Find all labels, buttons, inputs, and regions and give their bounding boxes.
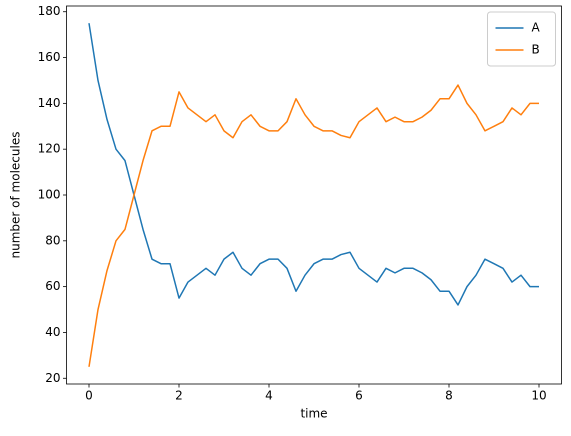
- x-tick-label: 4: [265, 389, 273, 403]
- y-tick-label: 180: [38, 4, 61, 18]
- y-axis-label: number of molecules: [9, 132, 23, 259]
- x-tick-label: 2: [175, 389, 183, 403]
- y-tick-label: 120: [38, 142, 61, 156]
- y-tick-label: 140: [38, 96, 61, 110]
- y-tick-label: 80: [45, 233, 60, 247]
- x-tick-label: 6: [355, 389, 363, 403]
- series-line: [88, 23, 539, 306]
- y-tick-label: 100: [38, 188, 61, 202]
- x-axis-label: time: [300, 407, 327, 421]
- x-tick-label: 0: [85, 389, 93, 403]
- series-line: [88, 84, 539, 367]
- x-tick-label: 10: [531, 389, 546, 403]
- y-tick-label: 40: [45, 325, 60, 339]
- y-tick-label: 160: [38, 50, 61, 64]
- legend-box: [487, 11, 556, 67]
- legend-label: B: [532, 43, 540, 57]
- y-tick-label: 20: [45, 371, 60, 385]
- legend-label: A: [532, 21, 541, 35]
- x-tick-label: 8: [445, 389, 453, 403]
- y-tick-label: 60: [45, 279, 60, 293]
